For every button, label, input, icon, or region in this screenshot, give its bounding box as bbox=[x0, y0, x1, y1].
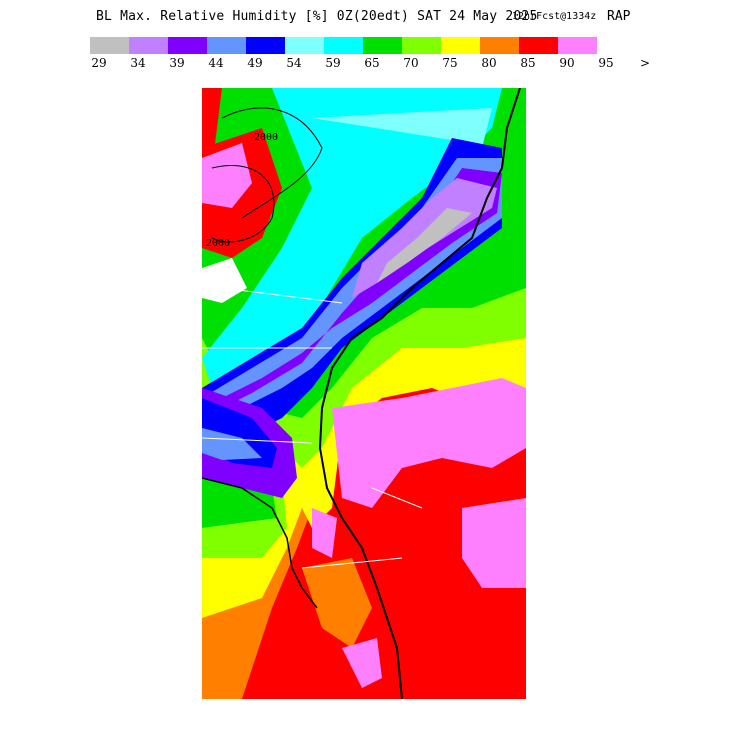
legend-swatch-2 bbox=[168, 37, 207, 54]
region-pink-south bbox=[342, 638, 382, 688]
map-canvas: 2000 2000 bbox=[202, 88, 526, 699]
title-forecast: 12hrFcst@1334z bbox=[512, 11, 597, 22]
legend-swatch-12 bbox=[558, 37, 597, 54]
legend-swatch-3 bbox=[207, 37, 246, 54]
legend-tick-3: 44 bbox=[208, 56, 224, 70]
legend-swatch-11 bbox=[519, 37, 558, 54]
legend-tick-11: 85 bbox=[520, 56, 536, 70]
region-orange-south bbox=[302, 558, 372, 648]
color-legend bbox=[90, 37, 597, 54]
legend-swatch-0 bbox=[90, 37, 129, 54]
legend-swatch-8 bbox=[402, 37, 441, 54]
legend-tick-5: 54 bbox=[286, 56, 302, 70]
legend-tick-labels: 29 34 39 44 49 54 59 65 70 75 80 85 90 95 > bbox=[0, 56, 729, 72]
legend-tick-14: > bbox=[639, 56, 651, 70]
legend-tick-6: 59 bbox=[325, 56, 341, 70]
title-model: RAP bbox=[607, 9, 631, 24]
legend-tick-4: 49 bbox=[247, 56, 263, 70]
region-gray-min bbox=[377, 208, 472, 283]
legend-tick-8: 70 bbox=[403, 56, 419, 70]
legend-tick-10: 80 bbox=[481, 56, 497, 70]
legend-swatch-6 bbox=[324, 37, 363, 54]
region-steelblue-west bbox=[202, 428, 262, 460]
legend-swatch-5 bbox=[285, 37, 324, 54]
region-pink-east bbox=[332, 378, 526, 508]
legend-swatch-9 bbox=[441, 37, 480, 54]
gulf-coastline bbox=[202, 477, 318, 609]
region-pink-northwest bbox=[202, 143, 252, 208]
legend-swatch-7 bbox=[363, 37, 402, 54]
legend-tick-1: 34 bbox=[130, 56, 146, 70]
state-borders bbox=[202, 287, 423, 569]
legend-tick-0: 29 bbox=[91, 56, 107, 70]
region-pink-southeast bbox=[462, 498, 526, 588]
legend-swatch-10 bbox=[480, 37, 519, 54]
elevation-contours bbox=[211, 107, 323, 243]
region-white-northwest bbox=[202, 258, 247, 303]
legend-swatch-1 bbox=[129, 37, 168, 54]
legend-tick-7: 65 bbox=[364, 56, 380, 70]
region-cyan bbox=[202, 88, 502, 388]
legend-tick-2: 39 bbox=[169, 56, 185, 70]
humidity-map: 2000 2000 bbox=[202, 88, 526, 699]
legend-swatch-4 bbox=[246, 37, 285, 54]
contour-label-1: 2000 bbox=[254, 132, 278, 143]
contour-label-2: 2000 bbox=[206, 238, 230, 249]
atlantic-coastline bbox=[318, 88, 521, 699]
legend-tick-13: 95 bbox=[598, 56, 614, 70]
legend-tick-9: 75 bbox=[442, 56, 458, 70]
title-main: BL Max. Relative Humidity [%] 0Z(20edt) … bbox=[96, 9, 538, 24]
region-pink-central bbox=[312, 508, 337, 558]
legend-tick-12: 90 bbox=[559, 56, 575, 70]
